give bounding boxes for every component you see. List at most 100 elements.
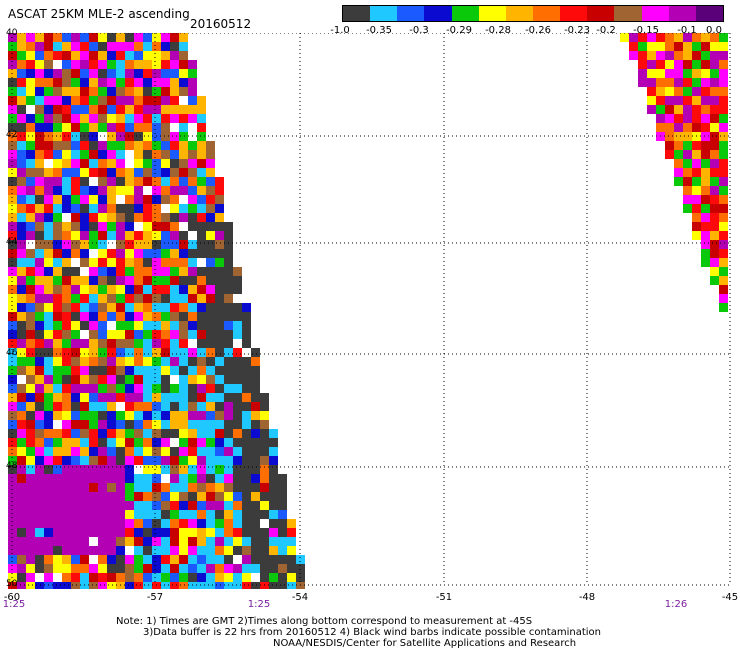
- data-cell: [719, 303, 728, 312]
- data-cell: [44, 537, 53, 546]
- data-cell: [89, 492, 98, 501]
- data-cell: [161, 240, 170, 249]
- data-cell: [242, 303, 251, 312]
- data-cell: [35, 204, 44, 213]
- data-cell: [170, 159, 179, 168]
- data-cell: [242, 501, 251, 510]
- data-cell: [125, 339, 134, 348]
- data-cell: [197, 141, 206, 150]
- data-cell: [17, 483, 26, 492]
- data-cell: [692, 78, 701, 87]
- data-cell: [89, 537, 98, 546]
- data-cell: [116, 465, 125, 474]
- data-cell: [179, 366, 188, 375]
- data-cell: [80, 186, 89, 195]
- data-cell: [125, 510, 134, 519]
- data-cell: [89, 177, 98, 186]
- data-cell: [26, 384, 35, 393]
- data-cell: [17, 330, 26, 339]
- data-cell: [215, 429, 224, 438]
- data-cell: [62, 195, 71, 204]
- data-cell: [71, 105, 80, 114]
- data-cell: [143, 384, 152, 393]
- data-cell: [215, 357, 224, 366]
- data-cell: [206, 555, 215, 564]
- data-cell: [80, 411, 89, 420]
- data-cell: [71, 537, 80, 546]
- colorbar-segment: [424, 6, 452, 21]
- data-cell: [80, 87, 89, 96]
- data-cell: [62, 573, 71, 582]
- data-cell: [80, 222, 89, 231]
- data-cell: [116, 141, 125, 150]
- data-cell: [53, 564, 62, 573]
- data-cell: [287, 519, 296, 528]
- data-cell: [35, 78, 44, 87]
- data-cell: [26, 348, 35, 357]
- data-cell: [197, 456, 206, 465]
- data-cell: [125, 231, 134, 240]
- data-cell: [188, 411, 197, 420]
- data-cell: [44, 411, 53, 420]
- data-cell: [26, 321, 35, 330]
- data-cell: [161, 51, 170, 60]
- data-cell: [116, 519, 125, 528]
- data-cell: [233, 465, 242, 474]
- data-cell: [35, 447, 44, 456]
- data-cell: [8, 555, 17, 564]
- data-cell: [215, 564, 224, 573]
- data-cell: [89, 375, 98, 384]
- data-cell: [71, 132, 80, 141]
- data-cell: [260, 510, 269, 519]
- data-cell: [152, 393, 161, 402]
- data-cell: [134, 573, 143, 582]
- data-cell: [197, 582, 206, 589]
- data-cell: [719, 159, 728, 168]
- data-cell: [89, 276, 98, 285]
- data-cell: [152, 294, 161, 303]
- data-cell: [125, 411, 134, 420]
- data-cell: [233, 393, 242, 402]
- data-cell: [125, 195, 134, 204]
- data-cell: [134, 465, 143, 474]
- data-cell: [206, 411, 215, 420]
- data-cell: [152, 312, 161, 321]
- data-cell: [71, 213, 80, 222]
- data-cell: [125, 501, 134, 510]
- data-cell: [53, 177, 62, 186]
- data-cell: [233, 402, 242, 411]
- data-cell: [125, 123, 134, 132]
- data-cell: [692, 159, 701, 168]
- data-cell: [8, 267, 17, 276]
- data-cell: [287, 573, 296, 582]
- data-cell: [152, 501, 161, 510]
- data-cell: [80, 231, 89, 240]
- data-cell: [98, 42, 107, 51]
- data-cell: [683, 141, 692, 150]
- data-cell: [98, 276, 107, 285]
- data-cell: [215, 186, 224, 195]
- data-cell: [53, 474, 62, 483]
- data-cell: [701, 105, 710, 114]
- data-cell: [125, 384, 134, 393]
- data-cell: [89, 420, 98, 429]
- data-cell: [188, 231, 197, 240]
- data-cell: [179, 222, 188, 231]
- data-cell: [161, 492, 170, 501]
- data-cell: [26, 546, 35, 555]
- data-cell: [206, 258, 215, 267]
- data-cell: [80, 114, 89, 123]
- data-cell: [674, 177, 683, 186]
- data-cell: [80, 150, 89, 159]
- data-cell: [53, 429, 62, 438]
- data-cell: [53, 321, 62, 330]
- data-cell: [71, 519, 80, 528]
- data-cell: [143, 114, 152, 123]
- data-cell: [17, 132, 26, 141]
- data-cell: [125, 573, 134, 582]
- data-cell: [80, 78, 89, 87]
- data-cell: [152, 96, 161, 105]
- data-cell: [17, 510, 26, 519]
- data-cell: [170, 285, 179, 294]
- data-cell: [89, 519, 98, 528]
